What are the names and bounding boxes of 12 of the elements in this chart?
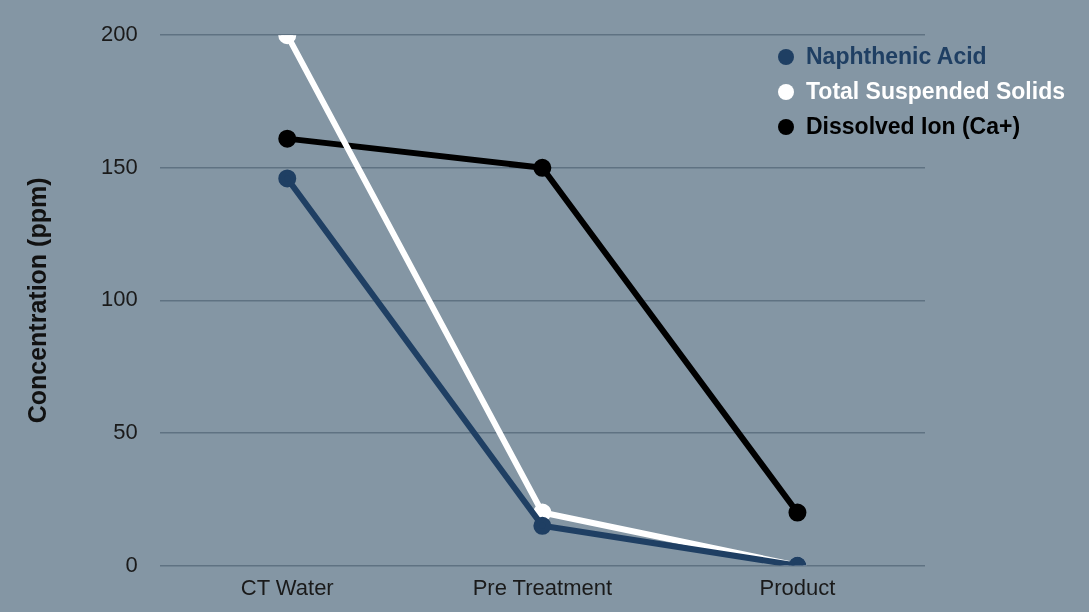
legend-label: Naphthenic Acid [806, 43, 987, 71]
legend-label: Dissolved Ion (Ca+) [806, 113, 1021, 141]
x-tick-label: Pre Treatment [472, 574, 613, 600]
y-tick-label: 200 [100, 21, 138, 47]
y-tick-label: 150 [100, 153, 138, 179]
x-tick-label: CT Water [240, 574, 334, 600]
y-tick-label: 100 [100, 286, 138, 312]
y-tick-label: 0 [125, 551, 138, 577]
legend-label: Total Suspended Solids [806, 78, 1065, 106]
y-axis-title: Concentration (ppm) [22, 177, 51, 424]
y-tick-label: 50 [113, 419, 138, 445]
x-tick-label: Product [759, 574, 836, 600]
